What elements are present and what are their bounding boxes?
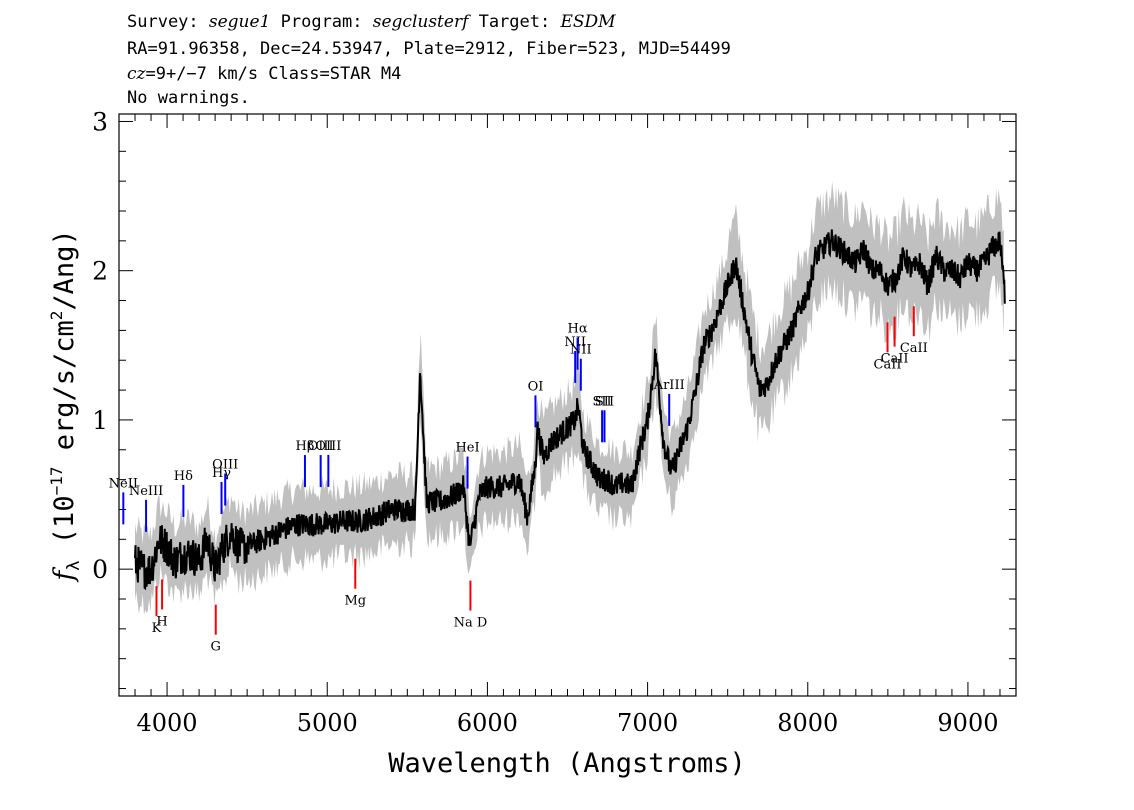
y-tick-label: 3 bbox=[92, 107, 108, 136]
x-tick-label: 8000 bbox=[777, 709, 838, 737]
error-band bbox=[135, 181, 1004, 615]
emission-line-label: NII bbox=[570, 343, 592, 358]
y-tick-label: 0 bbox=[92, 555, 108, 584]
y-label-units: erg/s/cm bbox=[49, 320, 80, 466]
y-label-exp: −17 bbox=[47, 467, 66, 496]
emission-line-label: OI bbox=[528, 379, 544, 394]
axes-ticks: 4000 5000 6000 7000 8000 9000 0 1 2 3 bbox=[92, 107, 1017, 737]
error-band-area bbox=[135, 181, 1004, 615]
header-line-1: Survey: segue1 Program: segclusterf Targ… bbox=[127, 12, 616, 32]
emission-line-label: NII bbox=[564, 335, 586, 350]
x-tick-label: 9000 bbox=[937, 709, 998, 737]
absorption-line-label: CaII bbox=[874, 357, 902, 372]
target-value: ESDM bbox=[560, 12, 616, 32]
x-tick-label: 6000 bbox=[457, 709, 518, 737]
flux-series bbox=[134, 229, 1006, 591]
cz-value: =9+/−7 km/s Class=STAR M4 bbox=[145, 64, 402, 84]
y-tick-label: 2 bbox=[92, 257, 108, 286]
emission-line-label: OIII bbox=[315, 439, 341, 454]
y-label-sq: 2 bbox=[47, 311, 66, 321]
survey-value: segue1 bbox=[208, 12, 271, 32]
target-label: Target: bbox=[468, 12, 561, 32]
program-value: segclusterf bbox=[372, 12, 469, 32]
emission-line-label: SII bbox=[595, 394, 614, 409]
header-line-4: No warnings. bbox=[127, 88, 250, 108]
emission-line-label: OIII bbox=[212, 458, 238, 473]
x-tick-label: 7000 bbox=[617, 709, 678, 737]
program-label: Program: bbox=[270, 12, 373, 32]
absorption-line-label: CaII bbox=[900, 341, 928, 356]
absorption-line-label: G bbox=[211, 640, 221, 655]
flux-line bbox=[134, 229, 1006, 591]
emission-line-label: Hγ bbox=[212, 466, 231, 481]
emission-line-label: NeIII bbox=[129, 484, 163, 499]
emission-line-label: OIII bbox=[308, 439, 334, 454]
emission-line-label: ArIII bbox=[653, 378, 685, 393]
emission-line-label: Hβ bbox=[296, 439, 315, 454]
cz-label: cz bbox=[127, 64, 146, 84]
emission-line-label: SII bbox=[593, 394, 612, 409]
y-axis-label: fλ (10−17 erg/s/cm2/Ang) bbox=[47, 229, 84, 582]
absorption-line-label: Mg bbox=[344, 594, 366, 609]
x-axis-label: Wavelength (Angstroms) bbox=[388, 748, 746, 779]
emission-line-label: Hδ bbox=[174, 469, 193, 484]
y-label-end: /Ang) bbox=[49, 229, 80, 310]
x-tick-label: 5000 bbox=[297, 709, 358, 737]
emission-line-label: Hα bbox=[568, 322, 588, 337]
y-label-f: f bbox=[49, 567, 80, 583]
emission-line-label: HeI bbox=[455, 441, 479, 456]
y-tick-label: 1 bbox=[92, 406, 108, 435]
absorption-line-label: H bbox=[156, 614, 167, 629]
survey-label: Survey: bbox=[127, 12, 209, 32]
header-line-2: RA=91.96358, Dec=24.53947, Plate=2912, F… bbox=[127, 39, 731, 59]
absorption-line-label: K bbox=[152, 621, 162, 636]
emission-line-label: NeII bbox=[109, 476, 138, 491]
y-label-mid: (10 bbox=[49, 495, 80, 560]
absorption-line-label: Na D bbox=[454, 616, 488, 631]
y-label-lambda: λ bbox=[64, 560, 84, 570]
x-tick-label: 4000 bbox=[137, 709, 198, 737]
header-line-3: cz=9+/−7 km/s Class=STAR M4 bbox=[127, 64, 401, 84]
absorption-line-label: CaII bbox=[881, 352, 909, 367]
